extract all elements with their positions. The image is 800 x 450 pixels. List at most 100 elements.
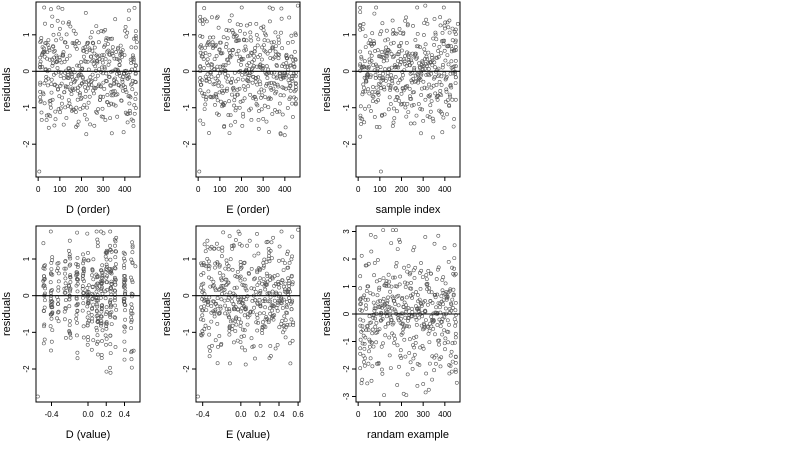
scatter-point [99,295,103,300]
scatter-point [62,266,67,271]
scatter-point [272,313,277,318]
scatter-point [41,266,46,271]
x-tick-label: 100 [213,185,227,194]
scatter-point [230,28,235,33]
scatter-point [385,54,390,58]
scatter-point [110,49,115,54]
scatter-point [104,321,109,326]
scatter-point [108,370,113,375]
scatter-point [374,279,379,284]
scatter-point [42,283,47,288]
scatter-point [432,368,437,373]
scatter-point [108,342,113,347]
x-axis-title: D (value) [66,429,111,441]
scatter-point [407,337,412,342]
scatter-point [126,17,131,22]
scatter-point [365,381,370,386]
scatter-point [246,61,251,66]
scatter-point [70,41,75,45]
scatter-point [272,298,277,303]
scatter-point [123,308,127,313]
scatter-point [216,83,221,88]
scatter-point [49,260,54,265]
scatter-point [450,26,455,31]
scatter-point [99,314,104,319]
scatter-point [267,356,272,360]
scatter-point [43,298,47,303]
scatter-point [77,41,81,45]
scatter-point [269,303,274,308]
scatter-point [214,93,219,98]
scatter-point [226,263,231,268]
scatter-point [256,75,261,80]
scatter-point [270,303,275,308]
scatter-point [100,53,105,58]
scatter-point [242,328,247,333]
scatter-point [436,233,441,238]
scatter-point [90,307,95,311]
scatter-point [375,293,380,298]
scatter-point [74,110,78,114]
scatter-points [195,227,301,399]
scatter-point [413,51,418,56]
scatter-point [43,291,47,296]
scatter-point [257,109,261,113]
scatter-point [412,66,417,70]
scatter-point [427,115,432,120]
scatter-point [423,318,428,323]
scatter-point [245,315,250,320]
scatter-point [83,94,88,99]
scatter-point [291,320,296,325]
scatter-point [200,18,205,23]
scatter-point [376,299,381,304]
scatter-point [122,329,127,334]
scatter-point [290,78,295,83]
scatter-point [75,63,80,68]
scatter-point [261,66,265,70]
scatter-point [279,16,284,21]
scatter-point [368,75,373,79]
scatter-point [261,299,266,303]
scatter-point [63,317,67,322]
scatter-point [215,14,220,19]
scatter-point [277,101,282,106]
scatter-point [287,15,292,20]
scatter-point [51,44,56,49]
scatter-point [392,341,397,345]
scatter-point [453,331,458,336]
scatter-point [226,113,231,117]
scatter-point [450,305,455,310]
scatter-point [224,307,229,312]
scatter-point [420,275,425,280]
scatter-point [381,59,386,64]
scatter-point [448,94,453,99]
scatter-point [378,169,383,174]
scatter-point [374,320,379,325]
scatter-point [130,306,135,310]
scatter-point [257,79,262,84]
scatter-point [271,86,276,91]
scatter-point [262,88,267,93]
scatter-point [122,258,127,263]
scatter-point [282,327,287,332]
scatter-point [132,67,137,72]
scatter-point [396,52,401,57]
scatter-point [409,286,414,291]
y-tick-label: -2 [182,140,191,148]
scatter-point [243,307,248,312]
scatter-point [55,316,59,321]
scatter-point [114,249,119,254]
scatter-point [64,116,69,120]
scatter-point [393,302,398,306]
scatter-point [397,237,402,242]
scatter-point [62,309,67,314]
scatter-point [104,305,109,310]
scatter-point [104,36,109,41]
scatter-point [387,353,392,358]
scatter-point [271,304,276,309]
scatter-point [382,112,387,117]
scatter-point [198,65,203,70]
scatter-point [85,304,90,309]
scatter-point [213,301,218,306]
